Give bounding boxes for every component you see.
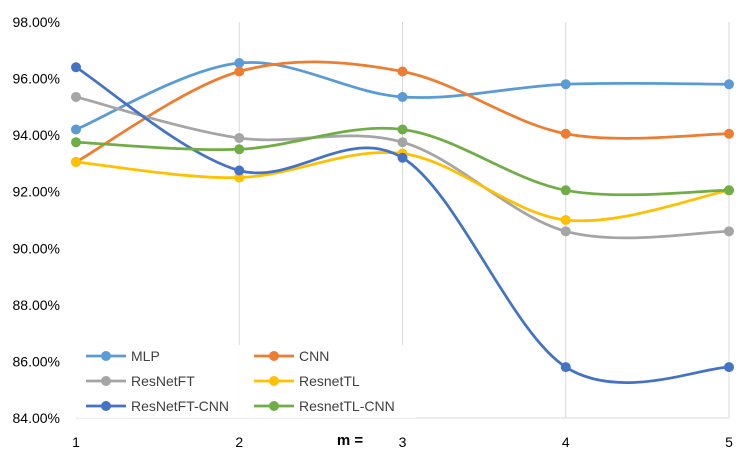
legend-swatch-marker <box>101 401 111 411</box>
legend-label: ResNetFT-CNN <box>131 398 229 414</box>
legend-background <box>77 345 416 418</box>
legend-swatch-marker <box>269 401 279 411</box>
y-tick-label: 88.00% <box>13 297 60 313</box>
legend-swatch-marker <box>101 376 111 386</box>
data-point <box>560 79 571 90</box>
y-tick-label: 92.00% <box>13 184 60 200</box>
data-point <box>397 91 408 102</box>
legend-swatch-marker <box>269 351 279 361</box>
data-point <box>724 362 734 373</box>
legend-label: ResNetFT <box>131 373 195 389</box>
legend-label: MLP <box>131 348 160 364</box>
x-tick-label: 1 <box>72 434 80 450</box>
legend: MLP CNN ResNetFT ResnetTL ResNetFT-CNN Resnet… <box>77 345 416 418</box>
data-point <box>724 185 734 196</box>
data-point <box>724 128 734 139</box>
data-point <box>724 79 734 90</box>
legend-label: CNN <box>299 348 329 364</box>
data-point <box>71 157 81 168</box>
data-point <box>234 144 245 155</box>
legend-item: CNN <box>254 348 329 364</box>
y-tick-label: 98.00% <box>13 14 60 30</box>
y-tick-label: 90.00% <box>13 240 60 256</box>
y-axis-tick-labels: 84.00% 86.00% 88.00% 90.00% 92.00% 94.00% 96.0… <box>13 14 60 426</box>
data-point <box>234 165 245 176</box>
data-point <box>234 172 245 183</box>
data-point <box>397 66 408 77</box>
x-axis-label: m = <box>337 432 364 449</box>
legend-item: ResNetFT <box>86 373 195 389</box>
y-tick-label: 96.00% <box>13 71 60 87</box>
legend-label: ResnetTL <box>299 373 360 389</box>
data-point <box>560 128 571 139</box>
data-point <box>234 66 245 77</box>
series-resnetft <box>71 91 734 240</box>
legend-item: ResNetFT-CNN <box>86 398 229 414</box>
data-point <box>71 91 81 102</box>
legend-label: ResnetTL-CNN <box>299 398 395 414</box>
y-tick-label: 84.00% <box>13 410 60 426</box>
y-tick-label: 94.00% <box>13 127 60 143</box>
legend-item: ResnetTL <box>254 373 360 389</box>
series-resnettl-cnn <box>71 124 734 197</box>
data-point <box>397 124 408 135</box>
x-axis-tick-labels: 1 2 3 4 5 <box>72 434 733 450</box>
legend-swatch-marker <box>101 351 111 361</box>
data-point <box>234 58 245 69</box>
series-lines <box>71 58 734 384</box>
legend-item: ResnetTL-CNN <box>254 398 395 414</box>
x-tick-label: 4 <box>562 434 570 450</box>
series-resnetft-cnn <box>71 62 734 384</box>
x-tick-label: 2 <box>235 434 243 450</box>
legend-item: MLP <box>86 348 160 364</box>
legend-swatch-marker <box>269 376 279 386</box>
data-point <box>234 132 245 143</box>
x-tick-label: 3 <box>399 434 407 450</box>
data-point <box>71 124 81 135</box>
data-point <box>560 362 571 373</box>
data-point <box>71 62 81 73</box>
data-point <box>560 226 571 237</box>
data-point <box>397 152 408 163</box>
y-tick-label: 86.00% <box>13 353 60 369</box>
data-point <box>560 185 571 196</box>
data-point <box>724 226 734 237</box>
x-tick-label: 5 <box>725 434 733 450</box>
series-mlp <box>71 58 734 135</box>
data-point <box>560 215 571 225</box>
data-point <box>71 137 81 148</box>
data-point <box>397 137 408 148</box>
